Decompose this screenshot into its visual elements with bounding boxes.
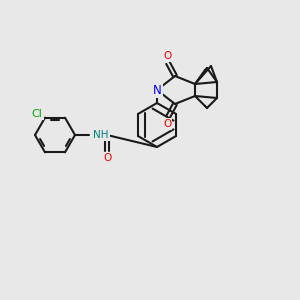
- Text: N: N: [153, 83, 161, 97]
- Text: Cl: Cl: [32, 109, 42, 119]
- Text: NH: NH: [93, 130, 109, 140]
- Text: O: O: [103, 153, 111, 163]
- Text: O: O: [163, 51, 171, 61]
- Text: O: O: [163, 119, 171, 129]
